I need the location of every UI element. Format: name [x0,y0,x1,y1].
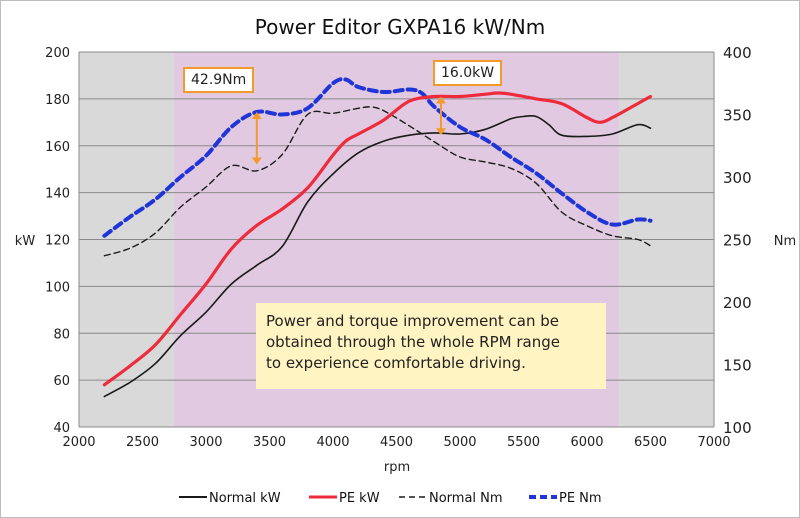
power-gain-arrow-head-bottom [435,128,446,136]
x-tick-label: 4000 [316,435,349,450]
note-line: Power and torque improvement can be [266,312,559,330]
y-left-tick-label: 80 [53,327,70,342]
callout-power-gain: 16.0kW [433,60,503,86]
x-tick-label: 5500 [507,435,540,450]
y-left-tick-label: 180 [45,93,70,108]
legend: Normal kW PE kW Normal Nm PE Nm [179,491,602,506]
y-left-tick-label: 140 [45,187,70,202]
y-right-tick-label: 400 [723,44,752,62]
y-right-tick-label: 250 [723,232,752,250]
series-layer [102,77,653,398]
x-tick-label: 6000 [570,435,603,450]
note-line: to experience comfortable driving. [266,354,526,372]
y-right-tick-label: 150 [723,357,752,375]
x-tick-label: 3500 [253,435,286,450]
info-note: Power and torque improvement can be obta… [256,303,606,389]
y-right-tick-label: 200 [723,294,752,312]
legend-label-pe-kw: PE kW [339,491,380,506]
y-right-axis-ticks: 100 150 200 250 300 350 400 [723,44,752,437]
y-left-tick-label: 200 [45,46,70,61]
y-left-tick-label: 120 [45,234,70,249]
x-tick-label: 7000 [697,435,730,450]
callout-torque-gain: 42.9Nm [183,67,255,93]
x-tick-label: 4500 [380,435,413,450]
legend-label-normal-nm: Normal Nm [429,491,503,506]
y-left-axis-ticks: 40 60 80 100 120 140 160 180 200 [45,46,70,436]
y-left-tick-label: 100 [45,280,70,295]
x-axis-ticks: 2000 2500 3000 3500 4000 4500 5000 5500 6000 6500… [62,435,730,450]
y-left-tick-label: 160 [45,140,70,155]
x-tick-label: 5000 [443,435,476,450]
x-tick-label: 6500 [634,435,667,450]
series-pe-nm [102,77,653,238]
power-gain-arrow-head-top [435,96,446,104]
x-tick-label: 2000 [62,435,95,450]
legend-label-normal-kw: Normal kW [209,491,281,506]
annotation-arrows [251,96,446,165]
callout-torque-gain-label: 42.9Nm [191,72,247,88]
y-right-tick-label: 350 [723,107,752,125]
x-tick-label: 3000 [189,435,222,450]
series-normal-nm [103,106,652,257]
callout-power-gain-label: 16.0kW [441,65,495,81]
x-axis-label: rpm [384,460,410,475]
y-left-axis-label: kW [15,234,36,249]
y-left-tick-label: 40 [53,421,70,436]
x-tick-label: 2500 [126,435,159,450]
legend-label-pe-nm: PE Nm [559,491,602,506]
y-right-tick-label: 300 [723,169,752,187]
y-left-tick-label: 60 [53,374,70,389]
torque-gain-arrow-head-top [251,112,262,119]
y-right-axis-label: Nm [774,234,796,249]
series-pe-kw [102,91,653,387]
series-normal-kw [103,114,652,398]
torque-gain-arrow-head-bottom [251,157,262,165]
y-right-tick-label: 100 [723,419,752,437]
note-line: obtained through the whole RPM range [266,333,560,351]
chart-title: Power Editor GXPA16 kW/Nm [255,15,545,39]
grid-lines [78,51,715,428]
